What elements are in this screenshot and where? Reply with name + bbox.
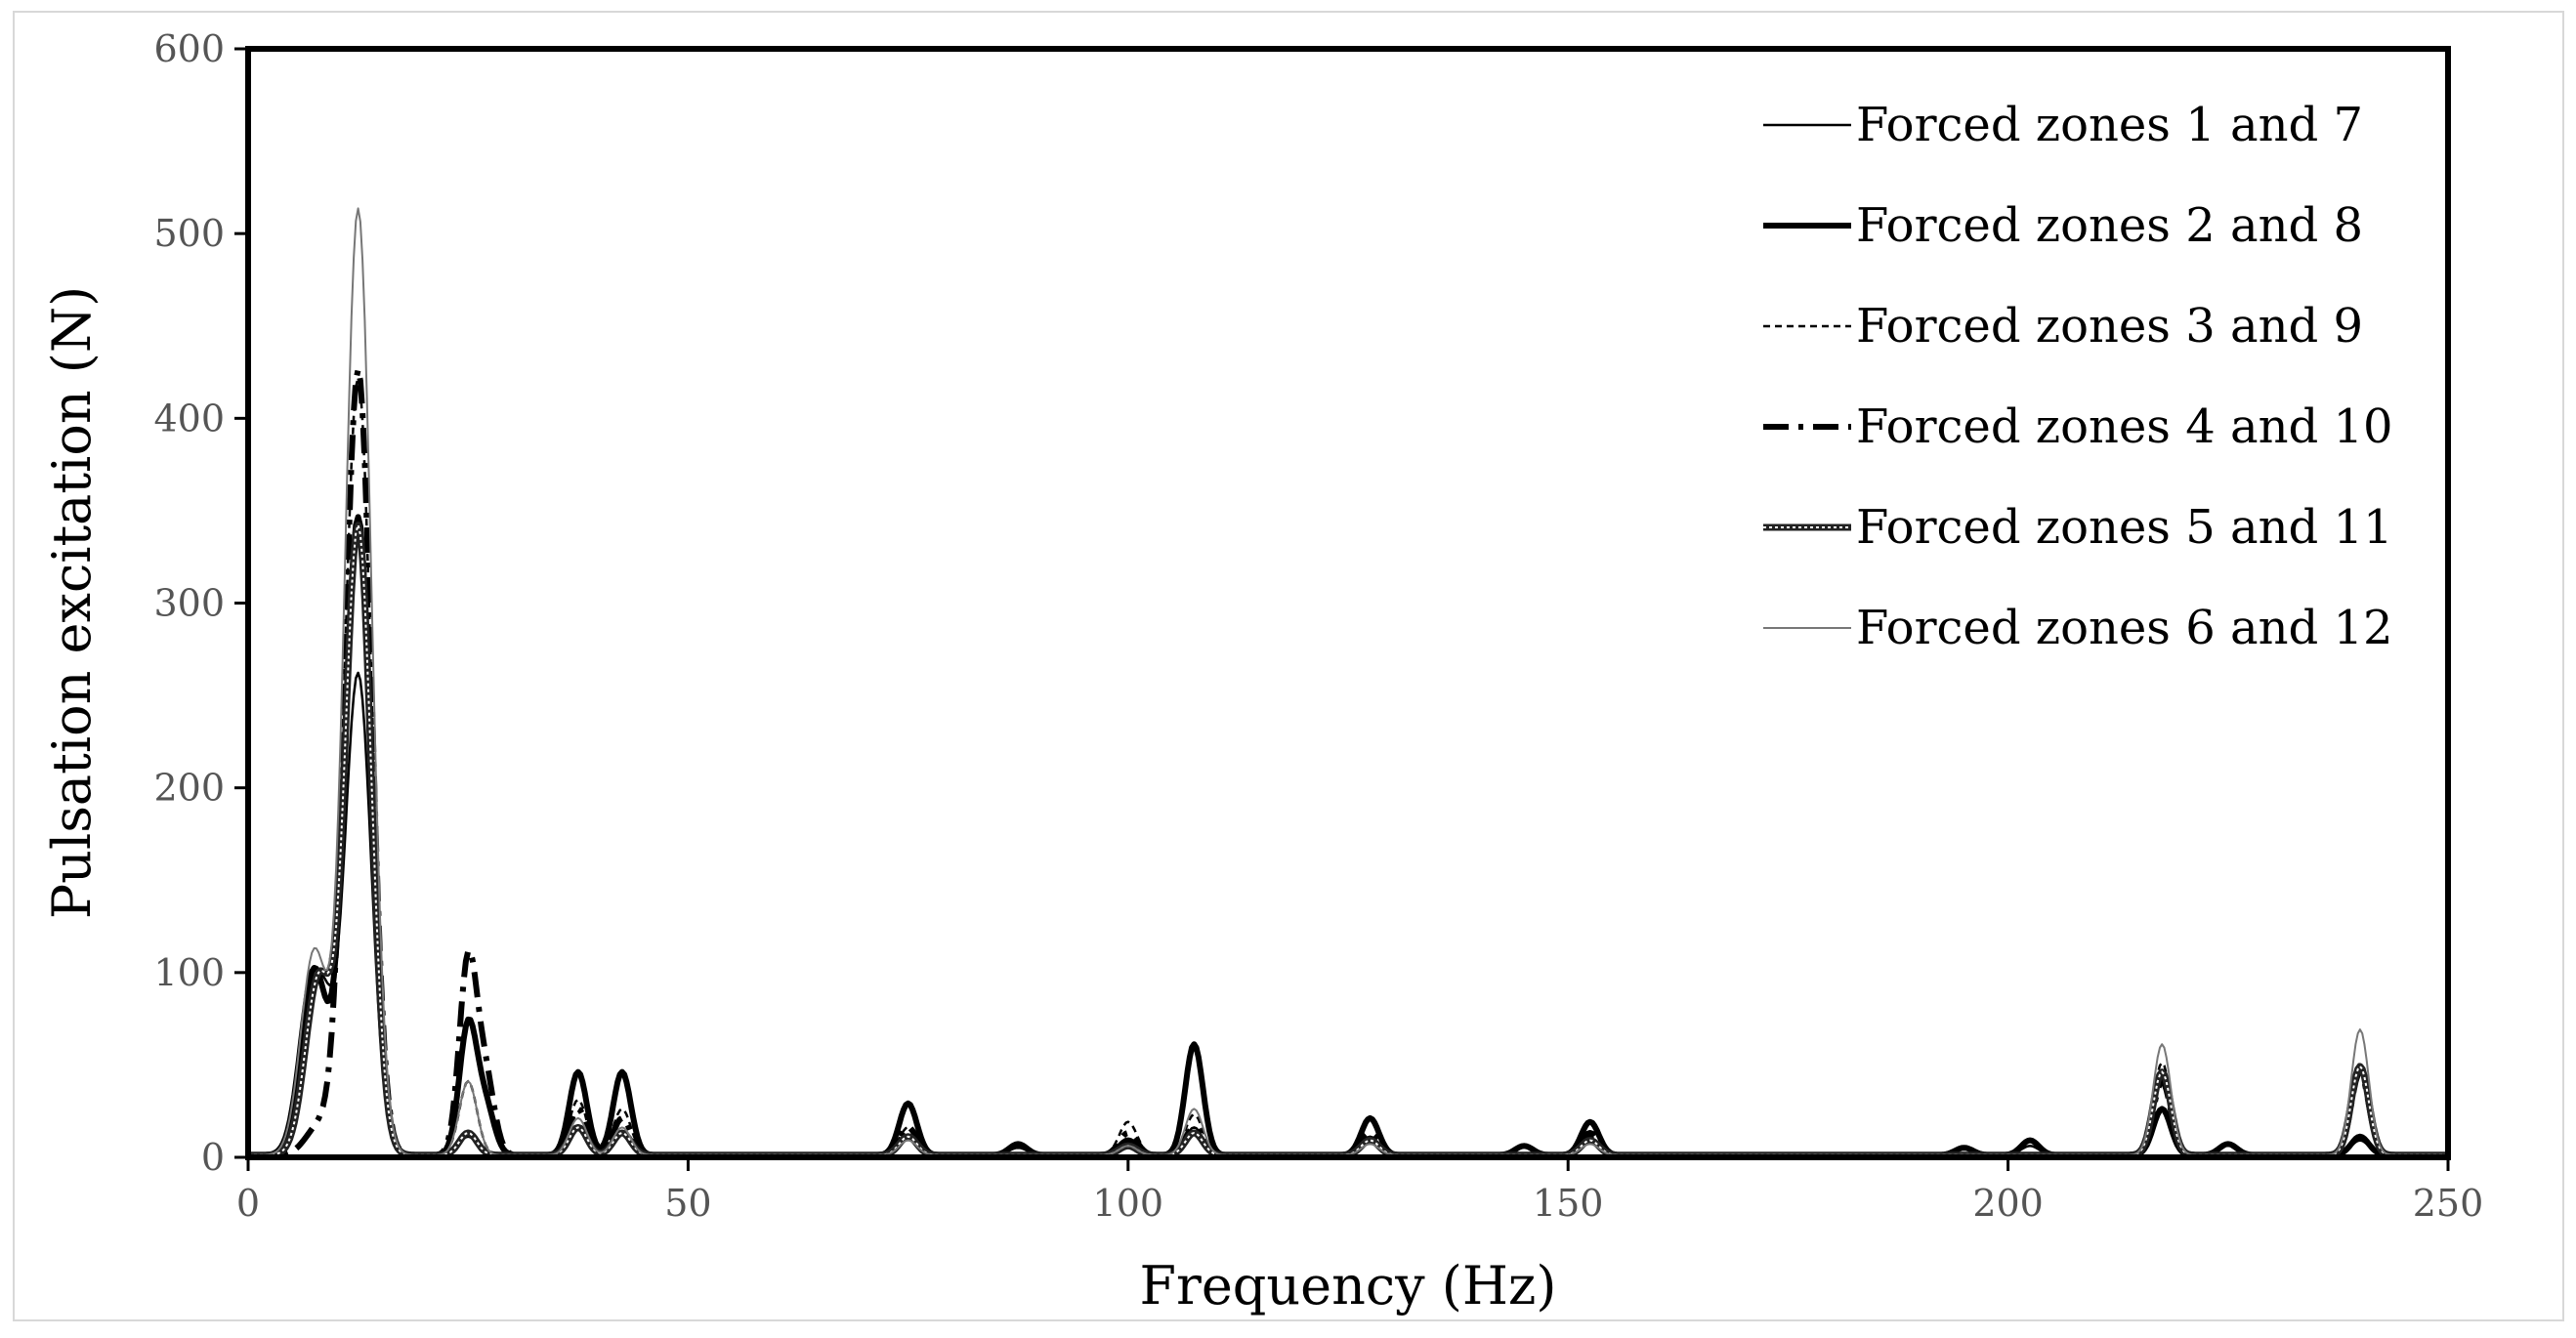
y-tick-label: 500 [153,212,225,255]
legend-label: Forced zones 5 and 11 [1856,500,2393,555]
x-tick-label: 150 [1533,1182,1604,1225]
legend-label: Forced zones 6 and 12 [1856,601,2393,655]
y-axis-title: Pulsation excitation (N) [41,286,103,919]
y-tick-label: 400 [153,397,225,439]
legend-label: Forced zones 4 and 10 [1856,399,2393,454]
legend: Forced zones 1 and 7 Forced zones 2 and 8… [1763,98,2393,655]
x-tick-label: 200 [1972,1182,2044,1225]
legend-label: Forced zones 1 and 7 [1856,98,2363,152]
y-axis-ticks: 0 100 200 300 400 500 600 [153,27,248,1179]
y-tick-label: 300 [153,582,225,625]
x-axis-ticks: 0 50 100 150 200 250 [236,1157,2483,1225]
x-tick-label: 250 [2413,1182,2484,1225]
legend-label: Forced zones 2 and 8 [1856,198,2363,253]
y-tick-label: 0 [201,1136,225,1179]
y-tick-label: 200 [153,767,225,810]
plot-area-frame [245,46,2451,1160]
y-tick-label: 600 [153,27,225,70]
figure-border [13,11,2564,1321]
x-tick-label: 100 [1093,1182,1164,1225]
x-axis-title: Frequency (Hz) [1140,1255,1557,1317]
y-tick-label: 100 [153,951,225,994]
legend-label: Forced zones 3 and 9 [1856,299,2363,354]
x-tick-label: 50 [664,1182,711,1225]
x-tick-label: 0 [236,1182,260,1225]
